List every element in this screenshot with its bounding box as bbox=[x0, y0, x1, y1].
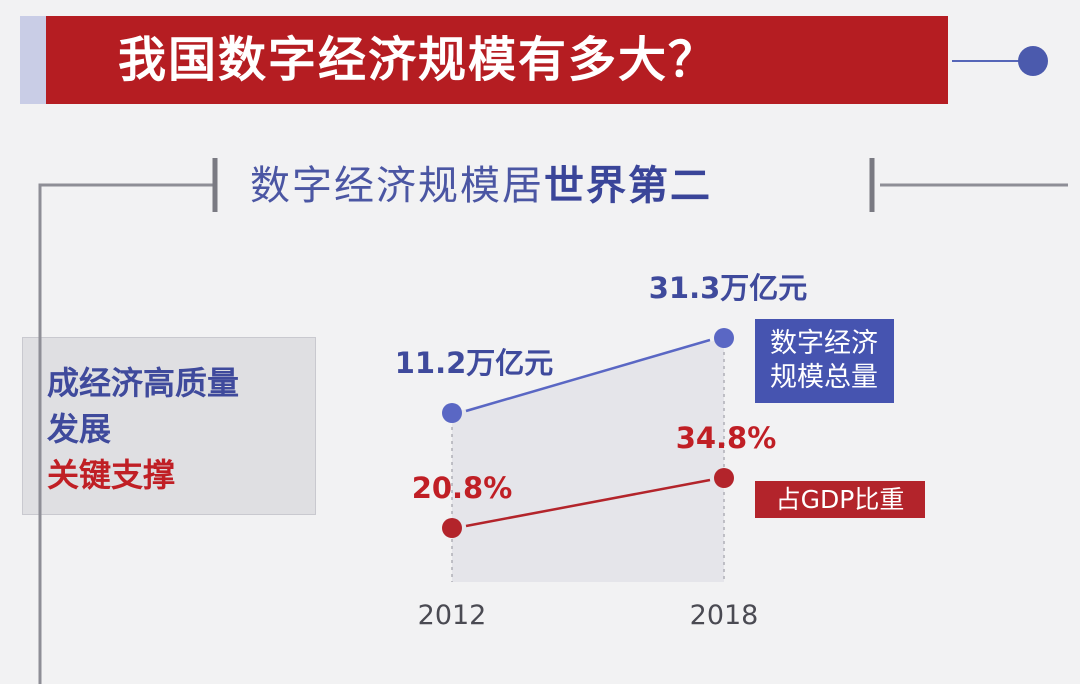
subtitle-bold: 世界第二 bbox=[544, 163, 712, 209]
data-label-gdp-share-2012: 20.8% bbox=[412, 471, 513, 505]
series-line-digital-economy bbox=[465, 338, 711, 413]
callout-line-3: 关键支撑 bbox=[47, 456, 176, 494]
legend-label-digital-economy-line-2: 规模总量 bbox=[770, 362, 878, 393]
title-connector-line bbox=[952, 60, 1032, 62]
title-dot-icon bbox=[1018, 46, 1048, 76]
frame-line-left bbox=[38, 183, 215, 684]
legend-box-digital-economy bbox=[755, 319, 894, 403]
data-point-gdp-share-2012 bbox=[442, 518, 462, 538]
data-label-gdp-share-2018: 34.8% bbox=[676, 421, 777, 455]
series-line-gdp-share bbox=[465, 478, 711, 528]
section-subtitle: 数字经济规模居世界第二 bbox=[250, 156, 712, 216]
legend-label-digital-economy-line-1: 数字经济 bbox=[770, 328, 878, 359]
side-callout-box: 成经济高质量 发展 关键支撑 bbox=[22, 337, 316, 515]
title-banner: 我国数字经济规模有多大？ bbox=[20, 16, 948, 104]
data-point-digital-economy-2018 bbox=[714, 328, 734, 348]
legend-label-gdp-share: 占GDP比重 bbox=[776, 485, 905, 514]
page-title: 我国数字经济规模有多大？ bbox=[118, 32, 719, 88]
data-point-digital-economy-2012 bbox=[442, 403, 462, 423]
x-tick-label-2012: 2012 bbox=[418, 600, 487, 631]
title-background bbox=[46, 16, 948, 104]
legend-box-gdp-share bbox=[755, 481, 925, 518]
callout-line-2: 发展 bbox=[47, 410, 112, 448]
chart-shaded-area bbox=[452, 338, 724, 582]
subtitle-normal: 数字经济规模居 bbox=[250, 163, 544, 209]
data-point-gdp-share-2018 bbox=[714, 468, 734, 488]
title-accent-stripe bbox=[20, 16, 46, 104]
data-label-digital-economy-2018: 31.3万亿元 bbox=[649, 271, 808, 305]
data-label-digital-economy-2012: 11.2万亿元 bbox=[395, 346, 554, 380]
callout-line-1: 成经济高质量 bbox=[47, 364, 240, 402]
x-tick-label-2018: 2018 bbox=[690, 600, 759, 631]
